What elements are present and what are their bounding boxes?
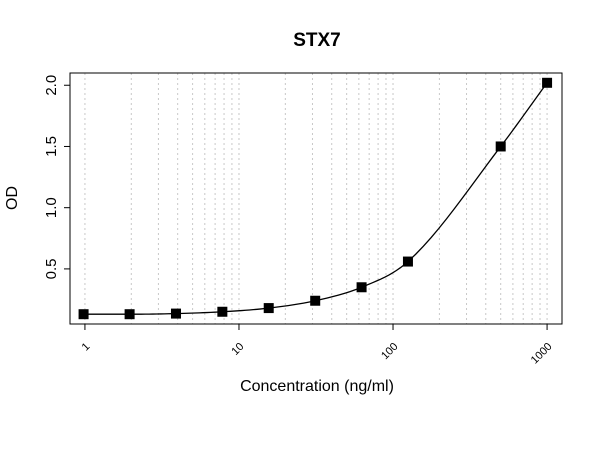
data-point [310,295,321,306]
data-point [170,308,181,319]
y-axis-label: OD [4,186,21,210]
y-tick-label: 0.5 [43,258,60,279]
data-point [356,282,367,293]
y-axis: 0.5 1.0 1.5 2.0 [43,75,70,279]
data-point [78,309,89,320]
y-tick-label: 1.0 [43,197,60,218]
x-tick-label: 1000 [529,341,555,367]
x-tick-label: 100 [379,341,400,362]
data-point [402,256,413,267]
data-point [495,141,506,152]
x-axis-label: Concentration (ng/ml) [240,378,394,395]
x-axis: 1 10 100 1000 [80,324,555,367]
x-tick-label: 10 [229,341,246,358]
data-point [124,309,135,320]
grid [84,73,548,324]
data-point [263,303,274,314]
chart-title: STX7 [293,30,341,51]
y-tick-label: 2.0 [43,75,60,96]
fit-curve [83,82,548,315]
data-points [78,77,553,320]
y-tick-label: 1.5 [43,136,60,157]
data-point [217,306,228,317]
x-tick-label: 1 [80,341,93,354]
plot-frame [69,72,563,325]
data-point [542,77,553,88]
